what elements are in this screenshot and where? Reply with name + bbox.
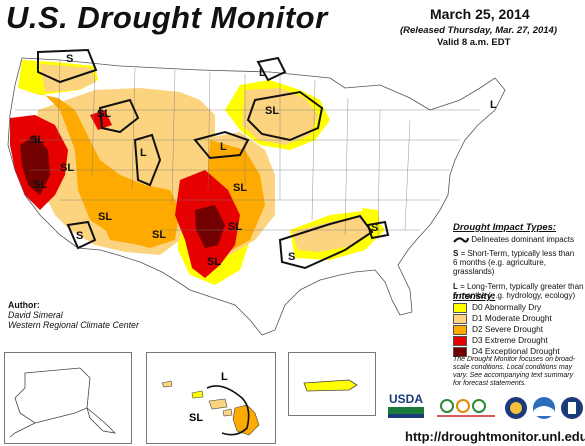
intensity-swatch [453, 335, 467, 346]
map-label: SL [33, 179, 47, 191]
intensity-swatch [453, 302, 467, 313]
intensity-label: D2 Severe Drought [472, 324, 544, 334]
state-boundaries [15, 59, 480, 241]
puerto-rico-inset [288, 352, 376, 416]
hawaii-inset: L SL [146, 352, 276, 444]
map-label: SL [265, 105, 279, 117]
impact-legend-title: Drought Impact Types: [453, 222, 557, 233]
intensity-swatch [453, 313, 467, 324]
map-label: L [140, 147, 147, 159]
impact-labels: S SL L SL SL L SL SL SL SL SL SL S L S S… [30, 53, 497, 268]
long-term-key: L [453, 282, 458, 291]
unl-logo-icon [561, 397, 583, 419]
map-label: S [66, 53, 73, 65]
map-label: SL [152, 229, 166, 241]
map-label: SL [233, 182, 247, 194]
noaa-logo-icon [533, 397, 555, 419]
disclaimer-note: The Drought Monitor focuses on broad-sca… [453, 356, 576, 387]
map-label: L [221, 371, 228, 383]
line-desc-text: Delineates dominant impacts [471, 235, 574, 244]
intensity-item: D1 Moderate Drought [453, 313, 583, 324]
site-url-link[interactable]: http://droughtmonitor.unl.edu/ [405, 429, 585, 444]
intensity-item: D4 Exceptional Drought [453, 346, 583, 357]
intensity-label: D4 Exceptional Drought [472, 346, 560, 356]
map-label: L [220, 141, 227, 153]
line-icon [453, 237, 469, 243]
intensity-swatch [453, 324, 467, 335]
map-label: SL [98, 211, 112, 223]
impact-line-desc: Delineates dominant impacts [453, 235, 585, 244]
intensity-items: D0 Abnormally Dry D1 Moderate Drought D2 S… [453, 302, 583, 357]
author-label: Author: [8, 300, 40, 310]
impact-legend: Drought Impact Types: Delineates dominan… [453, 222, 585, 300]
map-label: SL [207, 256, 221, 268]
author-block: Author: David Simeral Western Regional C… [8, 300, 139, 330]
intensity-label: D0 Abnormally Dry [472, 302, 542, 312]
map-label: S [371, 222, 378, 234]
intensity-legend-title: Intensity: [453, 291, 496, 302]
short-term-text: = Short-Term, typically less than [460, 249, 575, 258]
short-term-key: S [453, 249, 459, 258]
intensity-label: D1 Moderate Drought [472, 313, 552, 323]
short-term-desc: S = Short-Term, typically less than 6 mo… [453, 249, 585, 276]
map-label: SL [60, 162, 74, 174]
map-label: SL [228, 221, 242, 233]
intensity-item: D3 Extreme Drought [453, 335, 583, 346]
short-term-text-2: 6 months (e.g. agriculture, grasslands) [453, 258, 546, 276]
map-label: S [288, 251, 295, 263]
long-term-text: = Long-Term, typically greater than [460, 282, 584, 291]
intensity-swatch [453, 346, 467, 357]
author-name: David Simeral [8, 310, 63, 320]
alaska-inset [4, 352, 132, 444]
intensity-legend: Intensity: D0 Abnormally Dry D1 Moderate … [453, 291, 583, 357]
intensity-item: D2 Severe Drought [453, 324, 583, 335]
map-label: SL [189, 412, 203, 424]
drought-map: S SL L SL SL L SL SL SL SL SL SL S L S S… [7, 48, 506, 336]
ndmc-logo [437, 399, 495, 417]
page-title: U.S. Drought Monitor [6, 0, 328, 35]
map-label: S [76, 230, 83, 242]
author-org: Western Regional Climate Center [8, 320, 139, 330]
intensity-label: D3 Extreme Drought [472, 335, 548, 345]
map-label: L [259, 67, 266, 79]
long-term-text-2: 6 months (e.g. hydrology, ecology) [453, 291, 576, 300]
impact-lines [37, 48, 390, 270]
map-label: L [490, 99, 497, 111]
long-term-desc: L = Long-Term, typically greater than 6 … [453, 282, 585, 300]
valid-time: Valid 8 a.m. EDT [437, 37, 511, 48]
map-date: March 25, 2014 [430, 6, 530, 22]
usda-logo-text: USDA [388, 392, 423, 406]
release-date: (Released Thursday, Mar. 27, 2014) [400, 25, 558, 36]
map-label: SL [97, 108, 111, 120]
map-label: SL [30, 134, 44, 146]
d4-regions [20, 135, 225, 248]
commerce-seal-icon [505, 397, 527, 419]
intensity-item: D0 Abnormally Dry [453, 302, 583, 313]
usda-logo: USDA [388, 392, 424, 426]
